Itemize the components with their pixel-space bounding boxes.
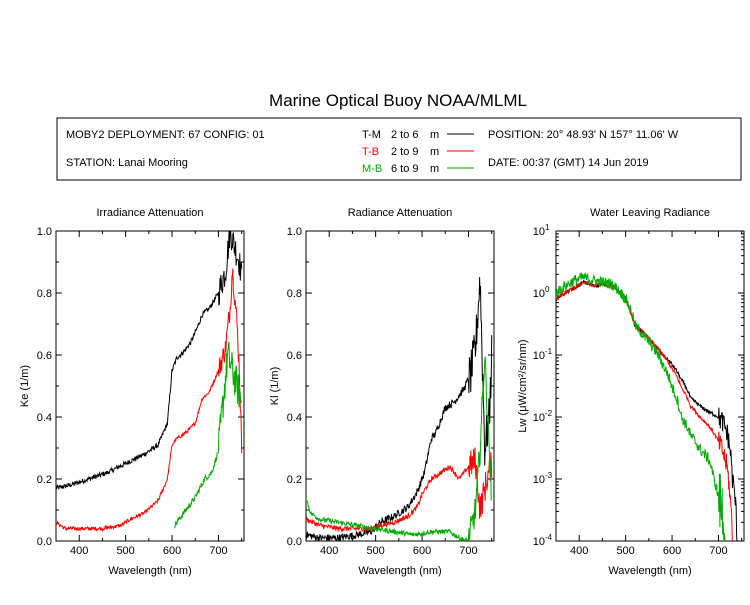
- y-tick-label-radiance: 0.0: [287, 536, 302, 548]
- y-tick-label-irradiance: 0.4: [37, 412, 52, 424]
- series-line-t-m-water-leaving: [556, 279, 738, 541]
- chart-radiance: Radiance Attenuation 400 500 600 700 0.0 0.2 0.…: [269, 207, 495, 577]
- y-tick-exponent-water-leaving: -4: [545, 533, 553, 542]
- y-axis-label-water-leaving: Lw (μW/cm²/sr/nm): [517, 339, 529, 432]
- legend-range-t-b: 2 to 9: [391, 146, 419, 158]
- x-tick-label-radiance: 500: [366, 545, 384, 557]
- chart-irradiance: Irradiance Attenuation 400 500 600 700 0.0 0.2…: [19, 207, 245, 577]
- x-tick-label-radiance: 700: [459, 545, 477, 557]
- legend: T-M 2 to 6 m T-B 2 to 9 m M-B 6 to 9 m: [362, 129, 474, 175]
- series-line-m-b-water-leaving: [556, 272, 726, 541]
- chart-title-radiance: Radiance Attenuation: [348, 207, 453, 219]
- y-tick-label-radiance: 0.4: [287, 412, 302, 424]
- legend-key-t-m: T-M: [362, 129, 381, 141]
- chart-title-water-leaving: Water Leaving Radiance: [590, 207, 710, 219]
- x-tick-label-water-leaving: 400: [570, 545, 588, 557]
- figure-title: Marine Optical Buoy NOAA/MLML: [269, 91, 527, 110]
- station-text: STATION: Lanai Mooring: [66, 157, 188, 169]
- legend-range-t-m: 2 to 6: [391, 129, 419, 141]
- x-tick-label-irradiance: 700: [209, 545, 227, 557]
- x-tick-label-water-leaving: 700: [709, 545, 727, 557]
- series-line-t-m-radiance: [306, 277, 493, 541]
- chart-panels: Irradiance Attenuation 400 500 600 700 0.0 0.2…: [19, 207, 745, 577]
- x-tick-label-water-leaving: 500: [616, 545, 634, 557]
- x-tick-label-radiance: 600: [413, 545, 431, 557]
- y-axis-label-radiance: Kl (1/m): [269, 367, 281, 406]
- legend-unit-t-b: m: [430, 146, 439, 158]
- y-tick-label-water-leaving: 10: [533, 412, 545, 424]
- x-axis-label-radiance: Wavelength (nm): [358, 565, 441, 577]
- x-tick-label-irradiance: 500: [116, 545, 134, 557]
- y-tick-label-radiance: 0.8: [287, 288, 302, 300]
- y-tick-label-water-leaving: 10: [533, 474, 545, 486]
- legend-key-m-b: M-B: [362, 163, 382, 175]
- info-box-frame: [56, 117, 742, 181]
- x-tick-label-radiance: 400: [320, 545, 338, 557]
- deployment-text: MOBY2 DEPLOYMENT: 67 CONFIG: 01: [66, 129, 265, 141]
- y-tick-label-radiance: 1.0: [287, 226, 302, 238]
- y-tick-label-water-leaving: 10: [533, 226, 545, 238]
- x-tick-label-water-leaving: 600: [663, 545, 681, 557]
- y-tick-label-irradiance: 0.0: [37, 536, 52, 548]
- y-tick-exponent-water-leaving: -1: [545, 347, 553, 356]
- series-line-t-m-irradiance: [56, 231, 243, 490]
- x-axis-label-irradiance: Wavelength (nm): [108, 565, 191, 577]
- date-text: DATE: 00:37 (GMT) 14 Jun 2019: [488, 157, 649, 169]
- y-tick-label-irradiance: 0.6: [37, 350, 52, 362]
- series-line-t-b-radiance: [306, 447, 493, 533]
- x-axis-label-water-leaving: Wavelength (nm): [608, 565, 691, 577]
- series-line-t-b-water-leaving: [556, 280, 733, 541]
- y-tick-label-water-leaving: 10: [533, 350, 545, 362]
- legend-range-m-b: 6 to 9: [391, 163, 419, 175]
- legend-unit-m-b: m: [430, 163, 439, 175]
- x-tick-label-irradiance: 600: [163, 545, 181, 557]
- position-text: POSITION: 20° 48.93' N 157° 11.06' W: [488, 129, 679, 141]
- y-tick-label-irradiance: 1.0: [37, 226, 52, 238]
- y-axis-label-irradiance: Ke (1/m): [19, 365, 31, 407]
- series-line-t-b-irradiance: [56, 268, 243, 533]
- y-tick-exponent-water-leaving: 0: [545, 285, 550, 294]
- y-tick-label-radiance: 0.2: [287, 474, 302, 486]
- y-tick-exponent-water-leaving: 1: [545, 223, 550, 232]
- info-box: MOBY2 DEPLOYMENT: 67 CONFIG: 01 STATION:…: [56, 117, 742, 181]
- series-line-m-b-irradiance: [174, 341, 242, 529]
- y-tick-label-water-leaving: 10: [533, 288, 545, 300]
- y-tick-label-water-leaving: 10: [533, 536, 545, 548]
- chart-title-irradiance: Irradiance Attenuation: [96, 207, 203, 219]
- y-tick-label-irradiance: 0.2: [37, 474, 52, 486]
- plot-frame-water-leaving: [555, 230, 745, 542]
- legend-key-t-b: T-B: [362, 146, 379, 158]
- legend-unit-t-m: m: [430, 129, 439, 141]
- x-tick-label-irradiance: 400: [70, 545, 88, 557]
- y-tick-label-irradiance: 0.8: [37, 288, 52, 300]
- y-tick-exponent-water-leaving: -3: [545, 471, 553, 480]
- y-tick-exponent-water-leaving: -2: [545, 409, 553, 418]
- plot-frame-irradiance: [55, 230, 245, 542]
- y-tick-label-radiance: 0.6: [287, 350, 302, 362]
- series-line-m-b-radiance: [306, 356, 493, 541]
